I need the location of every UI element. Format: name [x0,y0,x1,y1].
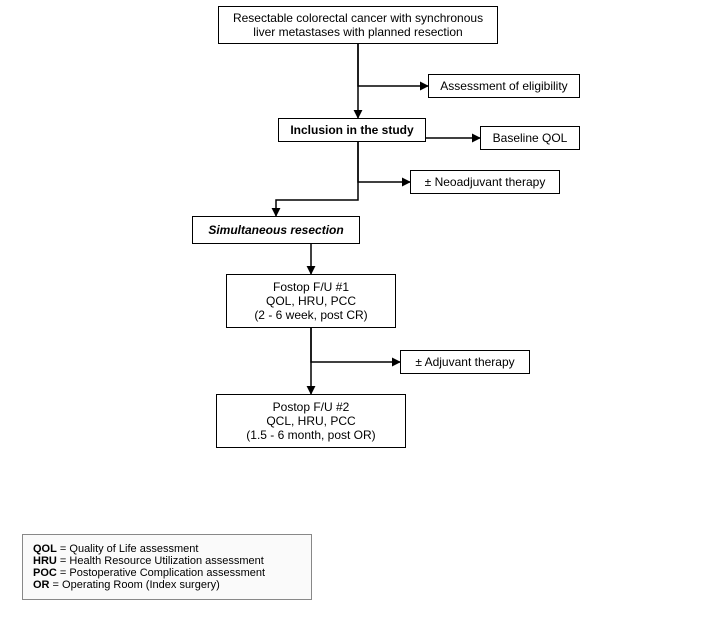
legend-row: QOL = Quality of Life assessment [33,543,301,555]
legend-abbr: HRU [33,555,57,567]
edge-entry-to-assess [358,44,428,86]
flow-box-baseline: Baseline QOL [480,126,580,150]
flow-box-neoadj-line: ± Neoadjuvant therapy [425,175,546,189]
flow-box-adj-line: ± Adjuvant therapy [415,355,514,369]
legend-abbr: POC [33,567,57,579]
legend-def: Quality of Life assessment [69,543,198,555]
flow-box-fu2-line: QCL, HRU, PCC [266,414,355,428]
flow-box-fu2: Postop F/U #2QCL, HRU, PCC(1.5 - 6 month… [216,394,406,448]
edge-inclusion-to-simres [276,142,358,216]
legend-row: OR = Operating Room (Index surgery) [33,579,301,591]
legend-row: POC = Postoperative Complication assessm… [33,567,301,579]
flowchart-canvas: Resectable colorectal cancer with synchr… [0,0,714,634]
legend-def: Health Resource Utilization assessment [69,555,263,567]
flow-box-simres-line: Simultaneous resection [208,223,343,237]
flow-box-inclusion: Inclusion in the study [278,118,426,142]
flow-box-entry-line: liver metastases with planned resection [253,25,462,39]
edge-fu1-to-adj [311,328,400,362]
legend-def: Postoperative Complication assessment [69,567,265,579]
flow-box-inclusion-line: Inclusion in the study [290,123,413,137]
legend-box: QOL = Quality of Life assessmentHRU = He… [22,534,312,600]
flow-box-fu2-line: (1.5 - 6 month, post OR) [246,428,375,442]
flow-box-assess: Assessment of eligibility [428,74,580,98]
flow-box-simres: Simultaneous resection [192,216,360,244]
legend-abbr: OR [33,579,50,591]
flow-box-neoadj: ± Neoadjuvant therapy [410,170,560,194]
legend-abbr: QOL [33,543,57,555]
edge-inclusion-to-neoadj [358,142,410,182]
flow-box-fu1-line: QOL, HRU, PCC [266,294,356,308]
legend-def: Operating Room (Index surgery) [62,579,220,591]
flow-box-assess-line: Assessment of eligibility [440,79,567,93]
flow-box-baseline-line: Baseline QOL [493,131,568,145]
flow-box-entry-line: Resectable colorectal cancer with synchr… [233,11,483,25]
flow-box-fu1-line: Fostop F/U #1 [273,280,349,294]
flow-box-fu1-line: (2 - 6 week, post CR) [254,308,367,322]
legend-row: HRU = Health Resource Utilization assess… [33,555,301,567]
flow-box-adj: ± Adjuvant therapy [400,350,530,374]
flow-box-entry: Resectable colorectal cancer with synchr… [218,6,498,44]
flow-box-fu2-line: Postop F/U #2 [273,400,350,414]
flow-box-fu1: Fostop F/U #1QOL, HRU, PCC(2 - 6 week, p… [226,274,396,328]
